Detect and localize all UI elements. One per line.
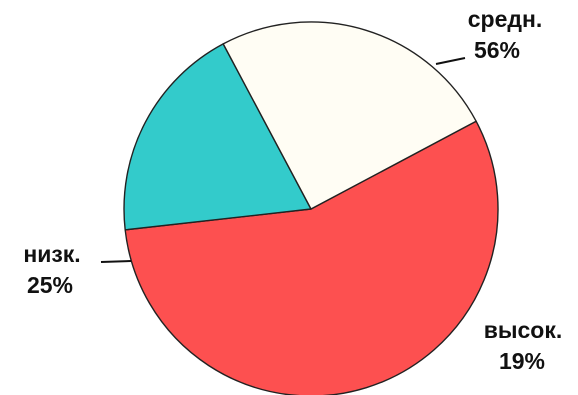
pie-slice-2 [222, 21, 477, 210]
slice-label-sredn: средн. [468, 6, 543, 32]
slice-label-nizk: низк. [23, 241, 80, 267]
pie-slice-0 [124, 120, 499, 395]
slice-percent-sredn: 56% [474, 37, 520, 63]
slice-percent-vysok: 19% [499, 348, 545, 374]
slice-percent-nizk: 25% [27, 272, 73, 298]
leader-line-sredn [435, 57, 466, 65]
pie-slices [123, 21, 499, 395]
leader-lines [100, 57, 466, 263]
pie-slice-1 [123, 43, 312, 231]
slice-label-vysok: высок. [484, 317, 563, 343]
leader-line-nizk [100, 260, 132, 263]
